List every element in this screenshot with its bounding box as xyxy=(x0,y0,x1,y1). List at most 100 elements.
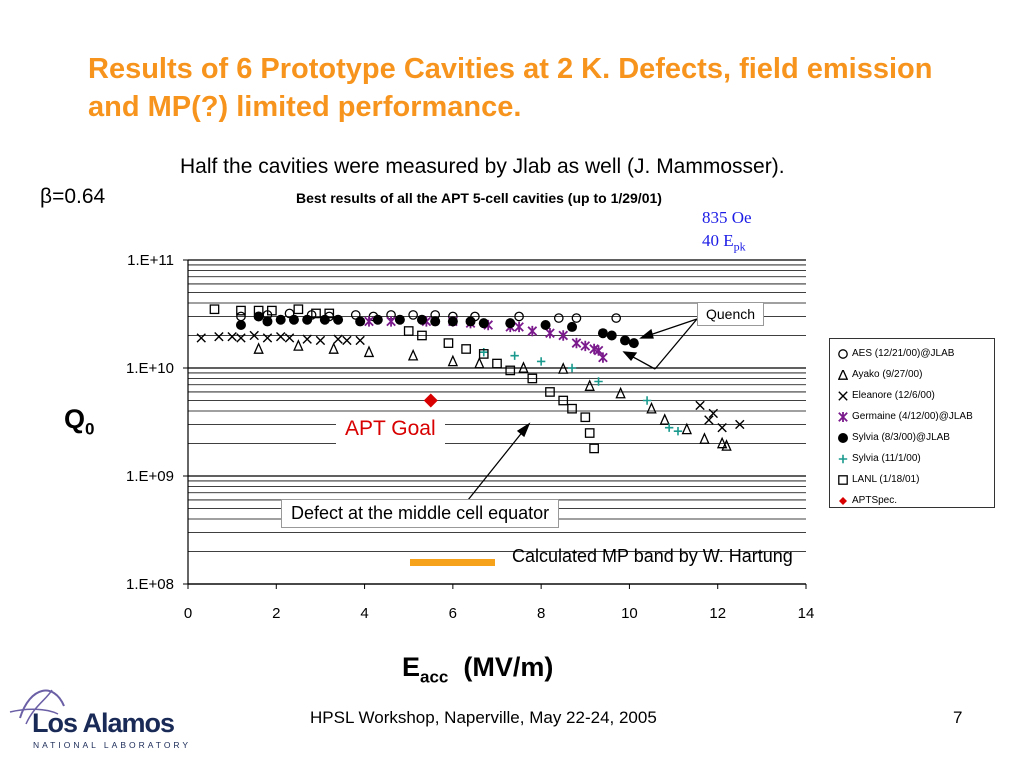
data-point xyxy=(589,443,599,454)
data-point xyxy=(284,333,295,343)
data-point xyxy=(430,316,441,327)
legend-marker-shape xyxy=(838,369,848,380)
data-point xyxy=(443,338,454,348)
data-point xyxy=(567,363,577,373)
data-point xyxy=(545,328,555,339)
data-point xyxy=(527,325,538,337)
data-point xyxy=(474,356,485,369)
data-point xyxy=(407,348,419,361)
x-axis-label-text: E xyxy=(402,652,421,682)
x-axis-unit: (MV/m) xyxy=(463,652,554,682)
legend-marker-shape xyxy=(838,390,848,401)
data-point xyxy=(333,334,343,344)
legend-label: AES (12/21/00)@JLAB xyxy=(852,348,955,359)
apt-goal-label: APT Goal xyxy=(336,414,445,444)
legend-marker-shape xyxy=(838,474,848,485)
legend-item: Eleanore (12/6/00) xyxy=(838,385,994,406)
data-point xyxy=(540,320,551,331)
data-point xyxy=(659,413,670,425)
data-point xyxy=(571,337,582,349)
quench-epk-sub: pk xyxy=(733,239,746,254)
data-point xyxy=(355,335,365,346)
x-axis-label: Eacc (MV/m) xyxy=(402,652,553,687)
data-point xyxy=(558,330,569,341)
data-point xyxy=(342,335,352,346)
data-point xyxy=(735,419,745,430)
data-point xyxy=(620,335,631,346)
chart-legend: AES (12/21/00)@JLAB Ayako (9/27/00) Eleano… xyxy=(829,338,995,508)
legend-marker-shape xyxy=(838,432,848,443)
data-point xyxy=(386,316,396,327)
defect-arrow xyxy=(467,424,529,501)
data-point xyxy=(646,401,657,414)
legend-marker xyxy=(839,496,847,505)
data-point xyxy=(253,311,264,322)
logo-subtitle: NATIONAL LABORATORY xyxy=(33,740,192,750)
data-point xyxy=(253,342,264,354)
data-point xyxy=(302,314,313,325)
legend-item: Sylvia (11/1/00) xyxy=(838,448,994,469)
data-point xyxy=(461,344,471,354)
legend-label: Sylvia (11/1/00) xyxy=(852,453,921,464)
data-point xyxy=(628,338,639,349)
data-point xyxy=(598,352,608,363)
page-number: 7 xyxy=(953,708,963,727)
quench-epk-label: 40 Epk xyxy=(702,231,746,254)
data-point xyxy=(275,314,286,325)
data-point xyxy=(253,305,264,316)
legend-marker xyxy=(838,390,848,401)
legend-label: Sylvia (8/3/00)@JLAB xyxy=(852,432,950,443)
data-point xyxy=(262,333,273,343)
data-point xyxy=(478,318,489,329)
data-point xyxy=(717,423,727,433)
data-point xyxy=(514,311,524,322)
axes-layer: 0 2 4 6 8 10 12 14 1.E+08 1.E+09 1.E+10 1.E+11 xyxy=(126,252,814,622)
data-point xyxy=(704,415,714,425)
legend-marker-shape xyxy=(839,496,847,505)
data-point xyxy=(553,313,564,323)
x-tick-label: 12 xyxy=(709,605,726,622)
x-tick-label: 10 xyxy=(621,605,638,622)
logo-name: Los Alamos xyxy=(32,708,175,738)
legend-marker-shape xyxy=(838,454,848,463)
los-alamos-logo-icon xyxy=(9,689,65,725)
data-point xyxy=(235,320,246,331)
data-point xyxy=(447,354,459,367)
legend-item: Ayako (9/27/00) xyxy=(838,364,994,385)
legend-marker xyxy=(838,369,848,380)
legend-item: Germaine (4/12/00)@JLAB xyxy=(838,406,994,427)
data-point xyxy=(716,436,728,449)
y-tick-label: 1.E+10 xyxy=(126,360,174,377)
legend-marker-shape xyxy=(838,411,848,422)
data-point xyxy=(267,305,277,316)
data-point xyxy=(196,333,206,343)
data-point xyxy=(293,339,304,351)
data-point xyxy=(333,314,344,325)
data-point xyxy=(558,362,569,374)
slide-title: Results of 6 Prototype Cavities at 2 K. … xyxy=(88,53,933,123)
x-tick-label: 4 xyxy=(360,605,368,622)
data-point xyxy=(394,314,405,325)
y-axis-label-text: Q xyxy=(64,404,86,434)
legend-marker xyxy=(838,411,848,422)
logo-swoosh-3 xyxy=(25,689,53,725)
data-point xyxy=(527,373,538,384)
defect-arrowhead xyxy=(516,422,531,438)
data-point xyxy=(249,330,259,341)
data-point xyxy=(558,395,569,406)
data-point xyxy=(567,403,577,414)
legend-item: APTSpec. xyxy=(838,490,994,511)
x-tick-label: 8 xyxy=(537,605,545,622)
quench-arrowhead-1 xyxy=(639,328,654,339)
legend-marker-shape xyxy=(838,348,848,359)
data-point xyxy=(584,428,595,438)
data-point xyxy=(364,316,374,327)
data-point xyxy=(673,426,683,436)
x-tick-label: 14 xyxy=(798,605,815,622)
legend-label: Eleanore (12/6/00) xyxy=(852,390,935,401)
x-axis-label-sub: acc xyxy=(420,667,449,687)
data-point xyxy=(615,386,626,399)
data-point xyxy=(478,349,489,359)
data-point xyxy=(236,333,246,343)
data-point xyxy=(721,439,732,451)
